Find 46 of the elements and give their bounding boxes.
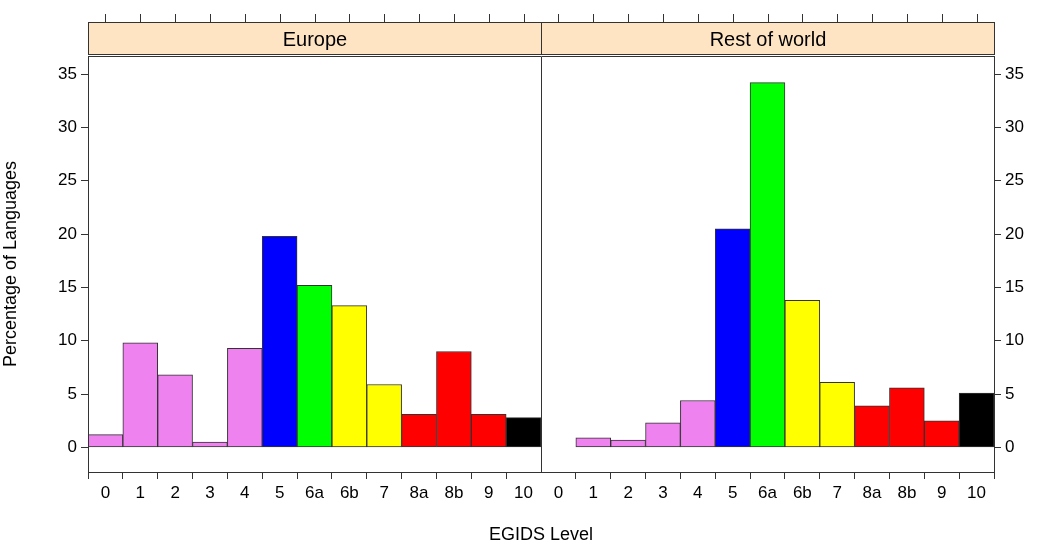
x-tick-label: 1 xyxy=(588,482,598,502)
x-tick-label: 3 xyxy=(658,482,668,502)
y-tick-label: 35 xyxy=(58,63,77,83)
x-tick-label: 0 xyxy=(100,482,111,502)
x-tick-label: 8a xyxy=(409,482,430,502)
x-tick-label: 9 xyxy=(484,482,494,502)
y-tick-label: 20 xyxy=(58,223,77,243)
x-tick-label: 8a xyxy=(862,482,883,502)
x-tick-label: 2 xyxy=(623,482,633,502)
x-tick-label: 5 xyxy=(727,482,738,502)
x-axis-title: EGIDS Level xyxy=(487,524,594,545)
x-tick-label: 10 xyxy=(514,482,534,502)
y-tick-label: 25 xyxy=(58,170,77,190)
y-tick-label: 10 xyxy=(58,330,77,350)
y-tick-label: 25 xyxy=(1005,170,1024,190)
y-axis-title: Percentage of Languages xyxy=(0,160,20,368)
x-tick-label: 10 xyxy=(967,482,987,502)
x-tick-label: 8b xyxy=(897,482,917,502)
x-tick-label: 4 xyxy=(240,482,250,502)
y-tick-label: 0 xyxy=(67,437,77,457)
x-tick-label: 8b xyxy=(444,482,464,502)
x-tick-label: 5 xyxy=(274,482,285,502)
y-tick-label: 5 xyxy=(67,383,77,403)
y-tick-label: 35 xyxy=(1005,63,1024,83)
y-tick-label: 30 xyxy=(1005,117,1024,137)
y-tick-label: 15 xyxy=(58,277,77,297)
y-tick-label: 10 xyxy=(1005,330,1024,350)
x-tick-label: 6a xyxy=(305,482,325,502)
x-tick-label: 6a xyxy=(758,482,778,502)
y-tick-label: 0 xyxy=(1005,437,1015,457)
y-tick-label: 30 xyxy=(58,117,77,137)
chart-title: Europe xyxy=(88,22,542,55)
x-tick-label: 6b xyxy=(339,482,359,502)
y-tick-label: 20 xyxy=(1005,223,1024,243)
y-tick-label: 15 xyxy=(1005,277,1024,297)
x-tick-label: 3 xyxy=(205,482,215,502)
x-tick-label: 7 xyxy=(379,482,389,502)
x-tick-label: 6b xyxy=(792,482,812,502)
chart-title: Rest of world xyxy=(541,22,995,55)
x-tick-label: 0 xyxy=(553,482,564,502)
x-tick-label: 7 xyxy=(832,482,842,502)
x-tick-label: 9 xyxy=(937,482,947,502)
x-tick-label: 4 xyxy=(693,482,703,502)
x-tick-label: 1 xyxy=(135,482,145,502)
y-tick-label: 5 xyxy=(1005,383,1015,403)
x-tick-label: 2 xyxy=(170,482,180,502)
